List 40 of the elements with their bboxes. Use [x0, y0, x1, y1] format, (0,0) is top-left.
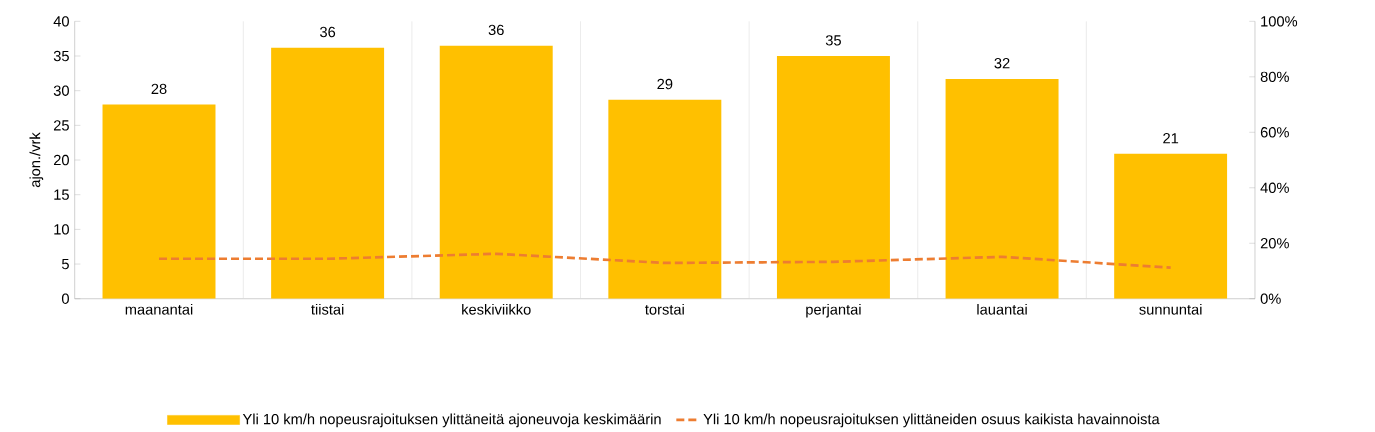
x-tick-label: sunnuntai [1139, 303, 1202, 315]
legend-label: Yli 10 km/h nopeusrajoituksen ylittäneiden osuus kaikista havainnoista [703, 413, 1160, 428]
data-label: 36 [320, 26, 336, 38]
y2-tick-label: 60% [1260, 127, 1289, 138]
data-label: 36 [488, 24, 504, 36]
x-tick-label: keskiviikko [462, 303, 531, 315]
y-tick-label: 40 [53, 16, 69, 27]
data-label: 28 [151, 83, 167, 95]
bar [776, 55, 890, 299]
x-tick-label: lauantai [977, 303, 1027, 315]
y-tick-label: 15 [54, 189, 69, 200]
y-tick-label: 5 [61, 258, 69, 270]
bar [608, 99, 722, 299]
y-tick-label: 35 [53, 50, 69, 62]
bar [1114, 153, 1228, 299]
y-tick-label: 30 [53, 85, 69, 96]
y2-tick-label: 0% [1260, 293, 1281, 304]
data-label: 21 [1163, 133, 1179, 144]
bar [439, 45, 553, 299]
x-tick-label: tiistai [311, 303, 344, 315]
y-tick-label: 25 [53, 120, 69, 131]
y2-tick-label: 80% [1260, 71, 1289, 82]
y-axis-title: ajon./vrk [29, 132, 44, 188]
bar [102, 104, 216, 299]
legend-label: Yli 10 km/h nopeusrajoituksen ylittäneitä ajoneuvoja keskimäärin [242, 413, 661, 428]
data-label: 29 [657, 78, 673, 90]
data-label: 32 [994, 57, 1010, 69]
bar [271, 47, 385, 299]
y-tick-label: 20 [53, 154, 69, 166]
x-tick-label: torstai [645, 303, 684, 315]
y-tick-label: 10 [54, 224, 69, 235]
x-tick-label: maanantai [125, 303, 193, 315]
y2-tick-label: 40% [1260, 182, 1289, 193]
x-tick-label: perjantai [806, 303, 861, 318]
y-tick-label: 0 [61, 293, 69, 304]
line-series [157, 252, 1172, 269]
y2-tick-label: 20% [1260, 238, 1289, 249]
data-label: 35 [825, 35, 841, 46]
bar [945, 78, 1059, 299]
y2-tick-label: 100% [1261, 16, 1298, 27]
